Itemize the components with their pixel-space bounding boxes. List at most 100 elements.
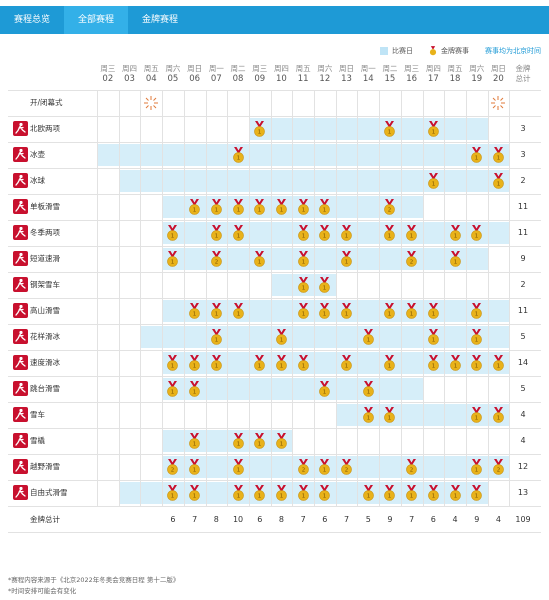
medal-icon[interactable]: 1 [318,381,331,397]
medal-icon[interactable]: 1 [340,251,353,267]
medal-icon[interactable]: 1 [188,199,201,215]
medal-icon[interactable]: 1 [188,459,201,475]
medal-icon[interactable]: 1 [188,381,201,397]
tab-all-schedule[interactable]: 全部赛程 [64,6,128,34]
medal-icon[interactable]: 1 [427,303,440,319]
medal-icon[interactable]: 1 [318,485,331,501]
medal-icon[interactable]: 1 [492,355,505,371]
medal-icon[interactable]: 1 [210,225,223,241]
medal-icon[interactable]: 1 [449,485,462,501]
medal-icon[interactable]: 1 [188,303,201,319]
medal-icon[interactable]: 1 [470,147,483,163]
medal-icon[interactable]: 1 [362,407,375,423]
medal-icon[interactable]: 2 [405,459,418,475]
medal-icon[interactable]: 1 [297,251,310,267]
medal-icon[interactable]: 2 [492,459,505,475]
medal-icon[interactable]: 1 [318,277,331,293]
medal-icon[interactable]: 1 [275,485,288,501]
medal-icon[interactable]: 1 [166,355,179,371]
medal-icon[interactable]: 1 [318,459,331,475]
medal-icon[interactable]: 1 [492,173,505,189]
medal-icon[interactable]: 1 [449,225,462,241]
medal-icon[interactable]: 1 [188,355,201,371]
medal-icon[interactable]: 1 [427,355,440,371]
medal-icon[interactable]: 1 [362,485,375,501]
medal-icon[interactable]: 1 [383,121,396,137]
time-zone-link[interactable]: 赛事均为北京时间 [485,47,541,55]
medal-icon[interactable]: 1 [470,355,483,371]
medal-icon[interactable]: 1 [253,199,266,215]
tab-medal-schedule[interactable]: 金牌赛程 [141,15,178,25]
medal-icon[interactable]: 1 [318,303,331,319]
medal-icon[interactable]: 1 [166,225,179,241]
tab-overview[interactable]: 赛程总览 [13,15,50,25]
medal-icon[interactable]: 1 [232,303,245,319]
medal-icon[interactable]: 1 [449,251,462,267]
medal-icon[interactable]: 1 [275,329,288,345]
medal-icon[interactable]: 1 [362,381,375,397]
medal-icon[interactable]: 1 [297,225,310,241]
medal-icon[interactable]: 2 [340,459,353,475]
medal-icon[interactable]: 1 [297,199,310,215]
medal-icon[interactable]: 1 [318,225,331,241]
medal-icon[interactable]: 1 [253,121,266,137]
medal-icon[interactable]: 2 [210,251,223,267]
medal-icon[interactable]: 1 [340,303,353,319]
medal-icon[interactable]: 1 [470,225,483,241]
medal-icon[interactable]: 1 [427,485,440,501]
medal-icon[interactable]: 1 [492,147,505,163]
medal-icon[interactable]: 1 [166,381,179,397]
medal-icon[interactable]: 1 [232,485,245,501]
medal-icon[interactable]: 1 [188,433,201,449]
medal-icon[interactable]: 1 [210,355,223,371]
medal-icon[interactable]: 1 [232,225,245,241]
medal-icon[interactable]: 1 [340,355,353,371]
medal-icon[interactable]: 1 [253,433,266,449]
medal-icon[interactable]: 1 [470,407,483,423]
medal-icon[interactable]: 1 [297,303,310,319]
medal-icon[interactable]: 1 [470,459,483,475]
medal-icon[interactable]: 2 [297,459,310,475]
medal-icon[interactable]: 1 [188,485,201,501]
medal-icon[interactable]: 1 [275,433,288,449]
medal-icon[interactable]: 1 [232,459,245,475]
medal-icon[interactable]: 1 [405,303,418,319]
medal-icon[interactable]: 1 [383,225,396,241]
medal-icon[interactable]: 2 [405,251,418,267]
medal-icon[interactable]: 1 [470,303,483,319]
medal-icon[interactable]: 1 [383,407,396,423]
medal-icon[interactable]: 1 [340,225,353,241]
medal-icon[interactable]: 1 [470,485,483,501]
medal-icon[interactable]: 1 [232,147,245,163]
medal-icon[interactable]: 1 [253,355,266,371]
medal-icon[interactable]: 1 [166,485,179,501]
medal-icon[interactable]: 1 [383,485,396,501]
medal-icon[interactable]: 2 [383,199,396,215]
medal-icon[interactable]: 1 [470,329,483,345]
medal-icon[interactable]: 1 [275,199,288,215]
medal-icon[interactable]: 2 [166,459,179,475]
medal-icon[interactable]: 1 [232,433,245,449]
medal-icon[interactable]: 1 [449,355,462,371]
medal-icon[interactable]: 1 [297,277,310,293]
medal-icon[interactable]: 1 [427,121,440,137]
medal-icon[interactable]: 1 [232,199,245,215]
medal-icon[interactable]: 1 [427,329,440,345]
medal-icon[interactable]: 1 [253,485,266,501]
medal-icon[interactable]: 1 [275,355,288,371]
medal-icon[interactable]: 1 [383,355,396,371]
medal-icon[interactable]: 1 [492,407,505,423]
medal-icon[interactable]: 1 [210,303,223,319]
medal-icon[interactable]: 1 [405,485,418,501]
medal-icon[interactable]: 1 [297,485,310,501]
medal-icon[interactable]: 1 [210,329,223,345]
medal-icon[interactable]: 1 [253,251,266,267]
medal-icon[interactable]: 1 [383,303,396,319]
medal-icon[interactable]: 1 [405,225,418,241]
medal-icon[interactable]: 1 [362,329,375,345]
medal-icon[interactable]: 1 [297,355,310,371]
medal-icon[interactable]: 1 [318,199,331,215]
medal-icon[interactable]: 1 [427,173,440,189]
medal-icon[interactable]: 1 [210,199,223,215]
medal-icon[interactable]: 1 [166,251,179,267]
